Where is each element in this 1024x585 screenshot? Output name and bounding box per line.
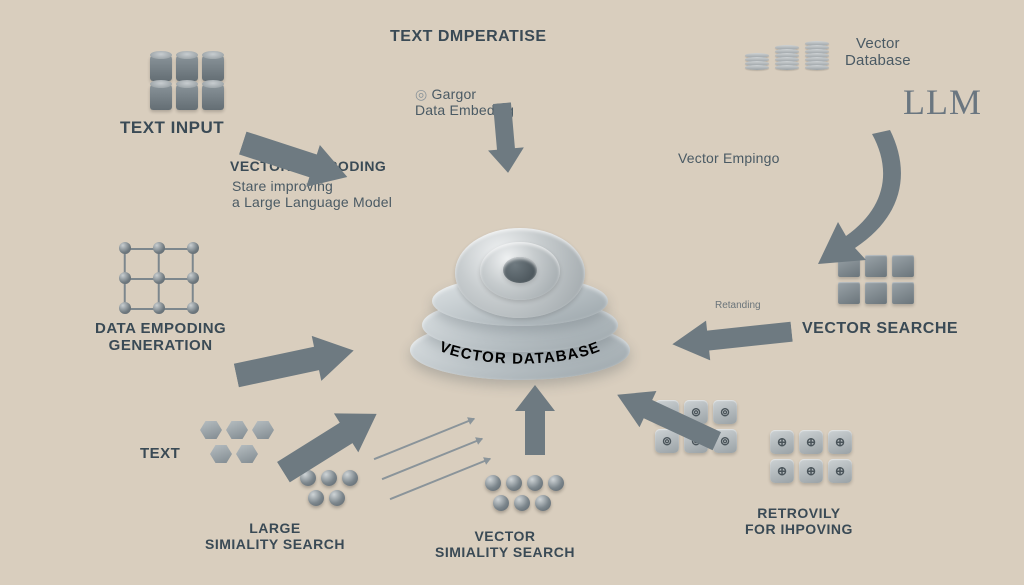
label-large-sim: LARGE SIMIALITY SEARCH — [205, 520, 345, 552]
network-graph-icon — [115, 238, 205, 318]
arrow-bottom-center — [515, 385, 555, 455]
label-tiny-note: Retanding — [715, 300, 761, 311]
thin-arrow-1 — [374, 418, 475, 460]
label-retrovily: RETROVILY FOR IHPOVING — [745, 505, 853, 537]
label-llm: LLM — [903, 82, 982, 123]
thin-arrow-2 — [382, 438, 483, 480]
diagram-stage: VECTOR DATABASE TEXT INPUT TEXT DMPERATI… — [0, 0, 1024, 585]
label-text: TEXT — [140, 445, 180, 462]
arrow-search-center — [670, 312, 794, 364]
hex-tokens-icon — [200, 420, 274, 468]
label-vector-sim: VECTOR SIMIALITY SEARCH — [435, 528, 575, 560]
arrow-top-center — [484, 102, 526, 175]
label-data-emp-gen: DATA EMPODING GENERATION — [95, 320, 226, 355]
label-vector-searche: VECTOR SEARCHE — [802, 320, 958, 338]
rounded-cubes-retro-icon: ⊕⊕⊕ ⊕⊕⊕ — [770, 430, 852, 488]
coin-stacks-icon — [745, 42, 829, 70]
center-database: VECTOR DATABASE — [410, 210, 630, 390]
arrow-gen-center — [232, 328, 359, 398]
label-text-dmperatise: TEXT DMPERATISE — [390, 28, 547, 46]
thin-arrow-3 — [390, 458, 491, 500]
label-text-input: TEXT INPUT — [120, 118, 224, 138]
label-vector-database: Vector Database — [845, 35, 911, 70]
arrow-curve-coins-center — [760, 130, 920, 280]
spheres-vector-sim-icon — [485, 475, 564, 515]
ring-icon: ◎ — [415, 86, 432, 102]
cylinders-icon — [150, 55, 224, 113]
